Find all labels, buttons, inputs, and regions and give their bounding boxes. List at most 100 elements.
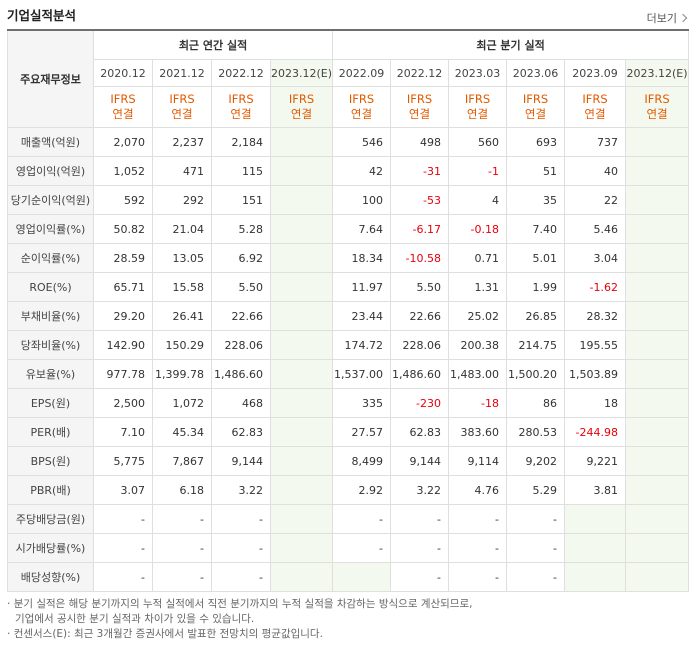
table-cell: 3.07 xyxy=(93,475,153,505)
table-cell xyxy=(625,243,690,273)
table-cell xyxy=(269,156,334,186)
period-header: 2022.12 xyxy=(211,59,271,87)
table-cell: 335 xyxy=(332,388,392,418)
table-cell: 468 xyxy=(211,388,271,418)
table-row: PBR(배) 3.07 6.18 3.22 2.92 3.22 4.76 5.29 3.81 xyxy=(7,475,690,505)
footnote-3: · 컨센서스(E): 최근 3개월간 증권사에서 발표한 전망치의 평균값입니다… xyxy=(7,628,323,640)
table-cell: 1,503.89 xyxy=(564,359,627,389)
ifrs-top: IFRS xyxy=(644,92,670,106)
table-cell: 195.55 xyxy=(564,330,627,360)
table-row: 순이익률(%) 28.59 13.05 6.92 18.34 -10.58 0.71 5.01… xyxy=(7,243,690,273)
footnote-2: 기업에서 공시한 분기 실적과 차이가 있을 수 있습니다. xyxy=(15,613,255,625)
table-cell: 29.20 xyxy=(93,301,153,331)
period-header: 2022.09 xyxy=(332,59,392,87)
table-cell: 65.71 xyxy=(93,272,153,302)
financial-table: 주요재무정보 최근 연간 실적 최근 분기 실적 2020.12 2021.12 2… xyxy=(7,29,690,592)
table-cell: 214.75 xyxy=(506,330,566,360)
period-header: 2023.09 xyxy=(564,59,627,87)
table-cell: 228.06 xyxy=(211,330,271,360)
table-cell: 4 xyxy=(448,185,508,215)
ifrs-label: IFRS 연결 xyxy=(564,86,627,128)
table-cell: 150.29 xyxy=(152,330,212,360)
table-cell xyxy=(625,388,690,418)
period-header: 2022.12 xyxy=(390,59,450,87)
table-cell: 35 xyxy=(506,185,566,215)
section-title: 기업실적분석 xyxy=(7,8,77,23)
table-cell: 27.57 xyxy=(332,417,392,447)
period-header: 2023.12(E) xyxy=(269,59,334,87)
table-cell: 2,500 xyxy=(93,388,153,418)
period-header: 2023.06 xyxy=(506,59,566,87)
ifrs-top: IFRS xyxy=(169,92,195,106)
table-cell: - xyxy=(390,504,450,534)
table-cell: 2,237 xyxy=(152,127,212,157)
more-link[interactable]: 더보기 xyxy=(647,10,688,26)
table-cell xyxy=(625,272,690,302)
table-cell: 9,221 xyxy=(564,446,627,476)
table-cell xyxy=(332,562,392,592)
table-cell: - xyxy=(390,562,450,592)
table-cell xyxy=(564,562,627,592)
table-cell: 15.58 xyxy=(152,272,212,302)
table-cell: 546 xyxy=(332,127,392,157)
table-cell: 280.53 xyxy=(506,417,566,447)
table-cell: 115 xyxy=(211,156,271,186)
table-row: 유보율(%) 977.78 1,399.78 1,486.60 1,537.00 1,48… xyxy=(7,359,690,389)
ifrs-bottom: 연결 xyxy=(290,107,313,121)
table-cell: 7.64 xyxy=(332,214,392,244)
table-cell xyxy=(625,301,690,331)
table-cell: 18.34 xyxy=(332,243,392,273)
table-cell: 0.71 xyxy=(448,243,508,273)
table-cell xyxy=(625,533,690,563)
row-label: 유보율(%) xyxy=(7,359,94,389)
table-row: 주당배당금(원) - - - - - - - xyxy=(7,504,690,534)
ifrs-top: IFRS xyxy=(228,92,254,106)
table-cell xyxy=(564,533,627,563)
table-cell xyxy=(269,446,334,476)
quarter-header: 최근 분기 실적 xyxy=(332,29,690,60)
row-label: 영업이익(억원) xyxy=(7,156,94,186)
table-cell: 23.44 xyxy=(332,301,392,331)
table-cell xyxy=(625,417,690,447)
table-cell xyxy=(625,446,690,476)
table-cell: 5.28 xyxy=(211,214,271,244)
ifrs-label: IFRS 연결 xyxy=(448,86,508,128)
table-cell: - xyxy=(93,562,153,592)
table-cell: 5.46 xyxy=(564,214,627,244)
table-cell: 292 xyxy=(152,185,212,215)
table-cell xyxy=(269,388,334,418)
table-cell: 3.81 xyxy=(564,475,627,505)
ifrs-bottom: 연결 xyxy=(350,107,373,121)
table-cell: 9,144 xyxy=(390,446,450,476)
table-cell: 228.06 xyxy=(390,330,450,360)
row-label: 시가배당률(%) xyxy=(7,533,94,563)
table-cell: 62.83 xyxy=(211,417,271,447)
table-cell: 1,483.00 xyxy=(448,359,508,389)
table-cell xyxy=(269,417,334,447)
row-label: 영업이익률(%) xyxy=(7,214,94,244)
table-cell: 28.32 xyxy=(564,301,627,331)
table-cell: 1,537.00 xyxy=(332,359,392,389)
table-cell: 26.85 xyxy=(506,301,566,331)
table-cell xyxy=(269,301,334,331)
table-cell: 1,399.78 xyxy=(152,359,212,389)
table-cell: 9,114 xyxy=(448,446,508,476)
row-label: BPS(원) xyxy=(7,446,94,476)
row-label: 순이익률(%) xyxy=(7,243,94,273)
ifrs-top: IFRS xyxy=(288,92,315,106)
table-cell: -31 xyxy=(390,156,450,186)
table-cell: 26.41 xyxy=(152,301,212,331)
ifrs-top: IFRS xyxy=(464,92,491,106)
table-cell xyxy=(625,156,690,186)
table-cell: -0.18 xyxy=(448,214,508,244)
ifrs-label: IFRS 연결 xyxy=(506,86,566,128)
table-cell xyxy=(269,272,334,302)
table-cell: - xyxy=(332,533,392,563)
table-row: 영업이익률(%) 50.82 21.04 5.28 7.64 -6.17 -0.18 7.40… xyxy=(7,214,690,244)
table-cell: 4.76 xyxy=(448,475,508,505)
ifrs-top: IFRS xyxy=(406,92,433,106)
table-cell: 977.78 xyxy=(93,359,153,389)
table-cell: 45.34 xyxy=(152,417,212,447)
table-cell: 3.22 xyxy=(211,475,271,505)
table-cell: 5.50 xyxy=(390,272,450,302)
